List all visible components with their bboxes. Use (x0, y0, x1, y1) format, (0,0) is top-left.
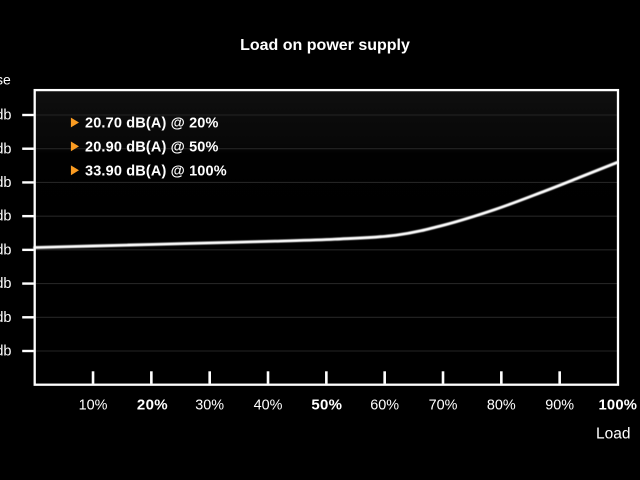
svg-text:35 db: 35 db (0, 175, 12, 191)
svg-text:30 db: 30 db (0, 209, 12, 225)
svg-text:60%: 60% (370, 398, 399, 414)
svg-text:Load on power supply: Load on power supply (240, 37, 410, 54)
svg-text:33.90 dB(A) @ 100%: 33.90 dB(A) @ 100% (85, 163, 227, 179)
svg-text:70%: 70% (429, 398, 458, 414)
svg-text:20.70 dB(A) @ 20%: 20.70 dB(A) @ 20% (85, 115, 219, 131)
svg-text:20 db: 20 db (0, 276, 12, 292)
svg-text:15 db: 15 db (0, 310, 12, 326)
svg-text:20.90 dB(A) @ 50%: 20.90 dB(A) @ 50% (85, 139, 219, 155)
svg-text:90%: 90% (545, 398, 574, 414)
svg-text:20%: 20% (137, 397, 168, 414)
svg-text:25 db: 25 db (0, 243, 12, 259)
svg-text:40%: 40% (254, 398, 283, 414)
svg-text:40 db: 40 db (0, 141, 12, 157)
svg-text:45 db: 45 db (0, 108, 12, 124)
svg-text:Load: Load (596, 426, 630, 443)
svg-text:Noise: Noise (0, 71, 11, 87)
svg-text:80%: 80% (487, 398, 516, 414)
svg-text:10 db: 10 db (0, 344, 12, 360)
svg-text:10%: 10% (79, 398, 108, 414)
svg-text:50%: 50% (311, 397, 342, 414)
svg-text:30%: 30% (195, 398, 224, 414)
svg-text:100%: 100% (598, 398, 637, 414)
